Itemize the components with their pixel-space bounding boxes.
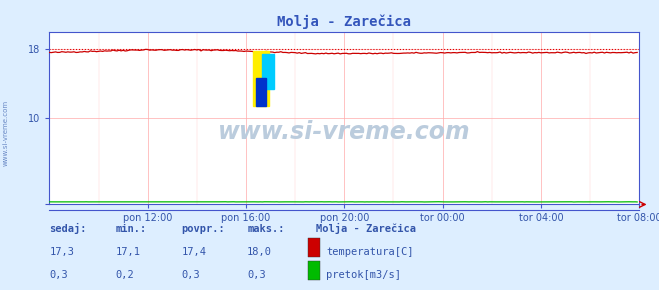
Bar (256, 79, 266, 106)
Text: 17,4: 17,4 (181, 247, 206, 257)
Text: 0,3: 0,3 (247, 270, 266, 280)
Text: 0,2: 0,2 (115, 270, 134, 280)
Text: www.si-vreme.com: www.si-vreme.com (2, 100, 9, 166)
Bar (262, 54, 273, 89)
Text: povpr.:: povpr.: (181, 224, 225, 234)
Text: 18,0: 18,0 (247, 247, 272, 257)
Text: min.:: min.: (115, 224, 146, 234)
Text: temperatura[C]: temperatura[C] (326, 247, 414, 257)
Text: maks.:: maks.: (247, 224, 285, 234)
Bar (253, 51, 270, 106)
Text: sedaj:: sedaj: (49, 223, 87, 234)
Text: 17,1: 17,1 (115, 247, 140, 257)
Title: Molja - Zarečica: Molja - Zarečica (277, 15, 411, 29)
Text: 0,3: 0,3 (181, 270, 200, 280)
Text: Molja - Zarečica: Molja - Zarečica (316, 223, 416, 234)
Text: 0,3: 0,3 (49, 270, 68, 280)
Text: pretok[m3/s]: pretok[m3/s] (326, 270, 401, 280)
Text: 17,3: 17,3 (49, 247, 74, 257)
Text: www.si-vreme.com: www.si-vreme.com (218, 120, 471, 144)
